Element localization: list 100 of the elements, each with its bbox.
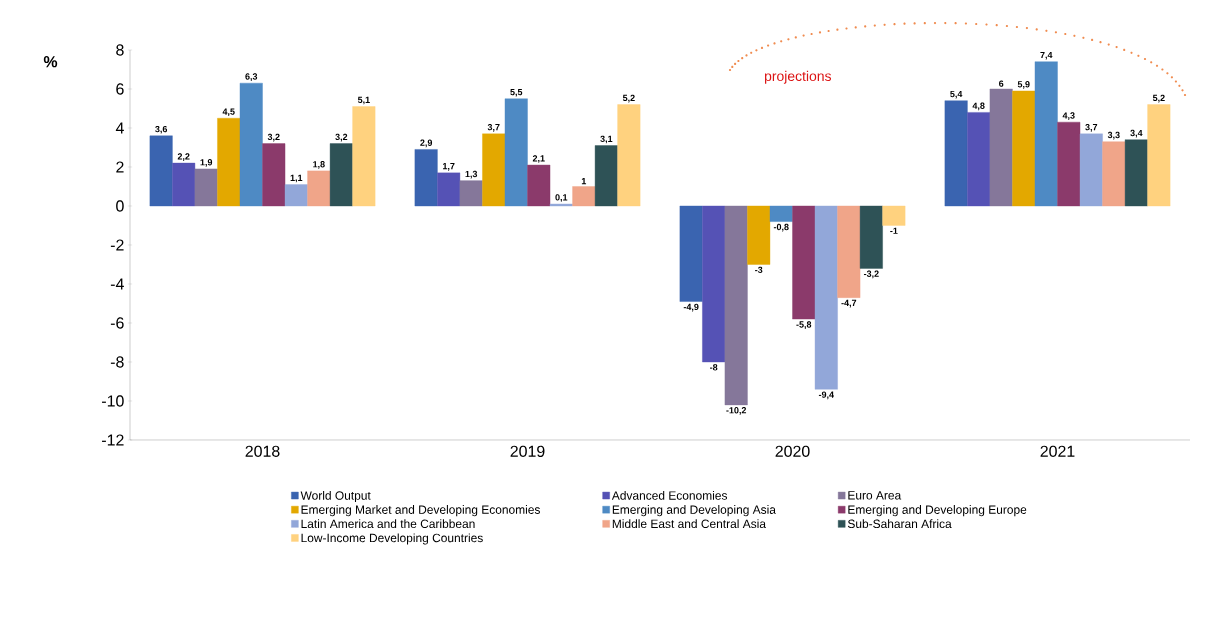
y-tick-label: -6 bbox=[110, 317, 124, 329]
data-label: -8 bbox=[710, 364, 718, 371]
data-label: 5,2 bbox=[1152, 94, 1165, 103]
data-label: 5,4 bbox=[950, 90, 963, 99]
bar bbox=[329, 143, 353, 207]
bar bbox=[482, 133, 506, 207]
bar bbox=[262, 143, 286, 207]
bar bbox=[437, 172, 461, 207]
data-label: 5,2 bbox=[622, 94, 635, 103]
bar bbox=[1079, 133, 1103, 207]
data-label: 5,9 bbox=[1017, 81, 1030, 89]
y-tick-label: 0 bbox=[116, 200, 124, 212]
data-label: 4,3 bbox=[1062, 112, 1075, 120]
data-label: 1,1 bbox=[290, 174, 303, 183]
data-label: 2,2 bbox=[177, 153, 190, 161]
y-tick-label: 2 bbox=[116, 161, 124, 173]
data-label: 3,2 bbox=[335, 133, 348, 142]
data-label: -0,8 bbox=[773, 223, 789, 232]
data-label: 6,3 bbox=[245, 73, 258, 81]
data-label: -4,7 bbox=[841, 299, 857, 308]
bar bbox=[989, 88, 1013, 207]
bar bbox=[504, 98, 528, 207]
data-label: 3,3 bbox=[1107, 131, 1120, 140]
legend-label: Latin America and the Caribbean bbox=[301, 519, 475, 529]
legend-label: Emerging and Developing Asia bbox=[612, 505, 776, 517]
bar bbox=[814, 205, 838, 390]
bar bbox=[1034, 61, 1058, 207]
bar bbox=[352, 106, 376, 207]
data-label: -3,2 bbox=[863, 270, 879, 279]
x-tick-label: 2018 bbox=[245, 445, 280, 457]
data-label: -9,4 bbox=[818, 391, 834, 400]
data-label: 4,8 bbox=[972, 102, 985, 111]
data-label: 1,7 bbox=[443, 163, 455, 171]
legend-label: Emerging and Developing Europe bbox=[848, 505, 1027, 517]
bar bbox=[284, 184, 308, 207]
data-label: 3,6 bbox=[155, 125, 168, 134]
bar bbox=[172, 162, 196, 207]
data-label: -3 bbox=[755, 266, 763, 274]
data-label: 3,1 bbox=[600, 135, 613, 144]
bar bbox=[414, 149, 438, 207]
data-label: 1,9 bbox=[200, 159, 213, 167]
bar bbox=[859, 205, 883, 269]
y-tick-label: -12 bbox=[102, 434, 124, 446]
bar bbox=[702, 205, 726, 363]
y-tick-label: -4 bbox=[110, 278, 124, 290]
y-axis-title: % bbox=[43, 56, 58, 68]
data-label: 4,5 bbox=[222, 108, 235, 117]
bar bbox=[1102, 141, 1126, 207]
y-tick-label: -8 bbox=[110, 356, 124, 368]
y-tick-label: 4 bbox=[115, 122, 124, 134]
y-tick-label: 6 bbox=[116, 83, 124, 95]
bar bbox=[769, 205, 793, 222]
data-label: 3,4 bbox=[1130, 129, 1143, 138]
bar bbox=[792, 205, 816, 320]
data-label: 3,7 bbox=[1085, 123, 1098, 132]
bar bbox=[1012, 90, 1036, 207]
bar bbox=[967, 112, 991, 207]
legend-label: Euro Area bbox=[848, 491, 902, 500]
bar bbox=[1124, 139, 1148, 207]
bar bbox=[217, 118, 241, 207]
bar bbox=[1147, 104, 1171, 207]
bar bbox=[194, 168, 218, 207]
x-tick-label: 2021 bbox=[1040, 445, 1075, 457]
data-label: 6 bbox=[999, 80, 1004, 87]
data-label: -10,2 bbox=[726, 407, 747, 415]
annotation: projections bbox=[764, 70, 832, 84]
bar bbox=[459, 180, 483, 207]
data-label: -1 bbox=[890, 227, 898, 234]
bar bbox=[572, 186, 596, 207]
bar bbox=[944, 100, 968, 207]
legend-label: Middle East and Central Asia bbox=[612, 519, 766, 529]
data-label: 2,9 bbox=[420, 139, 433, 148]
bar bbox=[617, 104, 641, 207]
legend-label: Sub-Saharan Africa bbox=[847, 519, 952, 529]
data-label: 5,5 bbox=[510, 88, 523, 97]
x-tick-label: 2020 bbox=[775, 445, 810, 457]
data-label: -5,8 bbox=[796, 321, 812, 329]
data-label: 3,7 bbox=[487, 123, 500, 132]
bar bbox=[1057, 121, 1081, 207]
data-label: 1,8 bbox=[313, 161, 325, 169]
bar bbox=[679, 205, 703, 302]
legend-label: Emerging Market and Developing Economies bbox=[301, 505, 540, 517]
legend-label: World Output bbox=[300, 490, 371, 503]
bar bbox=[594, 145, 618, 207]
bar bbox=[724, 205, 748, 406]
data-label: -4,9 bbox=[683, 303, 699, 312]
bar bbox=[837, 205, 861, 298]
y-tick-label: -10 bbox=[102, 395, 124, 407]
data-label: 2,1 bbox=[532, 155, 545, 163]
data-label: 3,2 bbox=[267, 133, 280, 142]
bar bbox=[239, 82, 263, 207]
bar bbox=[527, 164, 551, 207]
bar bbox=[747, 205, 771, 265]
data-label: 1 bbox=[581, 178, 587, 185]
bar bbox=[149, 135, 173, 207]
y-tick-label: 8 bbox=[116, 44, 124, 56]
y-tick-label: -2 bbox=[110, 239, 124, 251]
bar bbox=[307, 170, 331, 207]
data-label: 1,3 bbox=[465, 170, 478, 179]
legend-label: Low-Income Developing Countries bbox=[301, 533, 483, 545]
